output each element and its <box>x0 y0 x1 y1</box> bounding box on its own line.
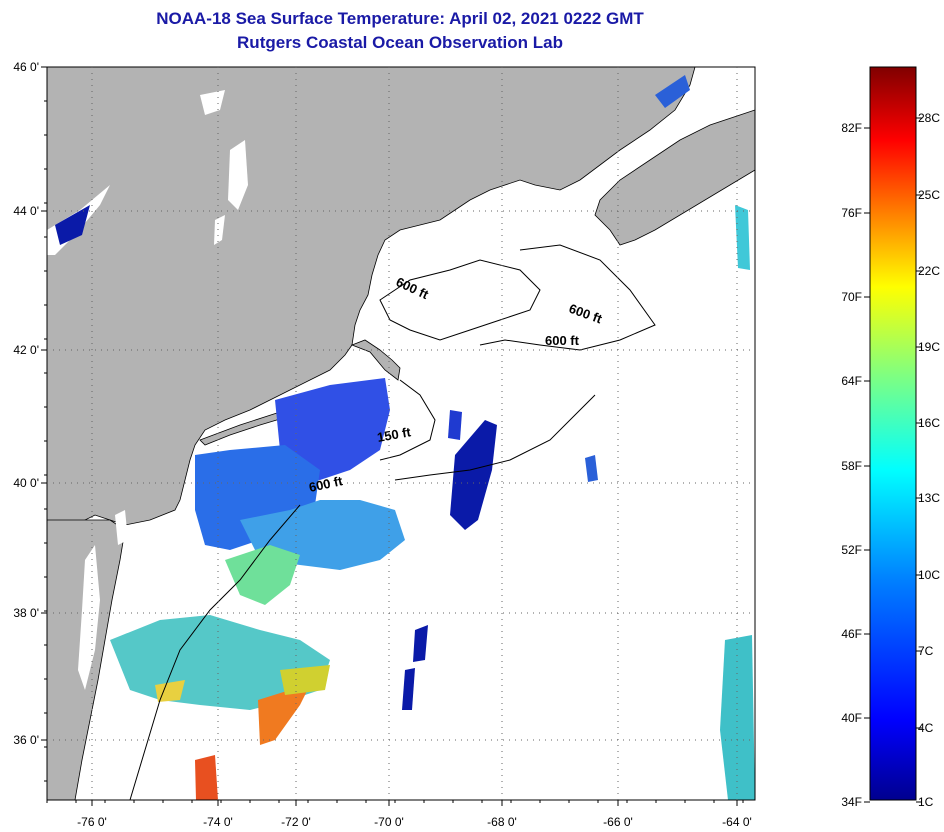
sst-patch-east-1 <box>585 455 598 482</box>
sst-patch-canada-lake <box>55 205 90 245</box>
sst-patch-east-2 <box>413 625 428 662</box>
isobath-label: 150 ft <box>376 424 413 445</box>
colorbar-c-label: 7C <box>918 644 934 658</box>
colorbar-celsius-labels: 28C 25C 22C 19C 16C 13C 10C 7C 4C 1C <box>918 111 940 809</box>
colorbar-f-label: 40F <box>841 711 862 725</box>
lat-label: 38 0' <box>13 606 39 620</box>
delaware-bay <box>115 510 128 545</box>
sst-patch-warm-yellow <box>155 680 185 702</box>
lon-label: -70 0' <box>374 815 404 829</box>
map-frame <box>46 66 756 801</box>
colorbar-f-label: 58F <box>841 459 862 473</box>
isobath-600-south <box>129 504 301 800</box>
isobath-label: 600 ft <box>545 333 580 348</box>
colorbar-f-label: 34F <box>841 795 862 809</box>
graticule <box>41 66 755 806</box>
colorbar-c-label: 10C <box>918 568 940 582</box>
colorbar-c-label: 25C <box>918 188 940 202</box>
colorbar-f-label: 82F <box>841 121 862 135</box>
lon-label: -64 0' <box>722 815 752 829</box>
sst-patch-east-3 <box>402 668 415 710</box>
colorbar-c-label: 16C <box>918 416 940 430</box>
lat-label: 44 0' <box>13 204 39 218</box>
isobath-label: 600 ft <box>308 473 345 495</box>
colorbar-ticks <box>864 117 922 803</box>
lat-label: 46 0' <box>13 60 39 74</box>
lon-label: -76 0' <box>77 815 107 829</box>
sst-patch-nj-shelf <box>195 445 320 550</box>
lat-label: 40 0' <box>13 476 39 490</box>
lon-label: -74 0' <box>203 815 233 829</box>
sst-patch-georges <box>450 420 497 530</box>
colorbar-c-label: 13C <box>918 491 940 505</box>
sst-patch-georges-small <box>448 410 462 440</box>
lat-label: 36 0' <box>13 733 39 747</box>
colorbar-f-label: 76F <box>841 206 862 220</box>
inland-lake-2 <box>228 140 248 210</box>
colorbar-c-label: 4C <box>918 721 934 735</box>
isobath-600-shelf <box>394 394 596 481</box>
lon-label: -72 0' <box>281 815 311 829</box>
chesapeake-bay <box>78 545 100 690</box>
map-subtitle: Rutgers Coastal Ocean Observation Lab <box>237 33 563 52</box>
colorbar-f-label: 46F <box>841 627 862 641</box>
isobath-600-ne <box>479 244 656 351</box>
colorbar-f-label: 70F <box>841 290 862 304</box>
sst-data <box>55 75 755 800</box>
sst-patch-far-east-north <box>735 205 750 270</box>
longitude-labels: -76 0' -74 0' -72 0' -70 0' -68 0' -66 0' -64 … <box>77 815 752 829</box>
sst-patch-gom-north <box>275 378 390 480</box>
lat-label: 42 0' <box>13 343 39 357</box>
lon-label: -68 0' <box>487 815 517 829</box>
sst-patch-warm-red <box>195 755 218 800</box>
sst-patch-green <box>225 545 300 605</box>
isobath-contours <box>129 244 656 800</box>
sst-patch-far-east-south <box>720 635 755 800</box>
latitude-labels: 46 0' 44 0' 42 0' 40 0' 38 0' 36 0' <box>13 60 39 747</box>
lon-label: -66 0' <box>603 815 633 829</box>
sst-patch-gulf-stream <box>280 665 330 695</box>
isobath-600-gom <box>379 259 541 341</box>
colorbar-f-label: 64F <box>841 374 862 388</box>
colorbar-fahrenheit-labels: 82F 76F 70F 64F 58F 52F 46F 40F 34F <box>841 121 862 809</box>
colorbar-c-label: 28C <box>918 111 940 125</box>
colorbar-f-label: 52F <box>841 543 862 557</box>
inland-lake-1 <box>200 90 225 115</box>
map-title: NOAA-18 Sea Surface Temperature: April 0… <box>156 9 644 28</box>
colorbar-c-label: 19C <box>918 340 940 354</box>
isobath-150 <box>379 379 436 461</box>
sst-patch-bay-of-fundy <box>655 75 690 108</box>
inland-lake-4 <box>214 215 225 245</box>
colorbar-c-label: 22C <box>918 264 940 278</box>
land-cape-cod <box>350 339 401 381</box>
sst-patch-warm-orange <box>258 685 310 745</box>
colorbar-c-label: 1C <box>918 795 934 809</box>
colorbar <box>869 66 917 801</box>
